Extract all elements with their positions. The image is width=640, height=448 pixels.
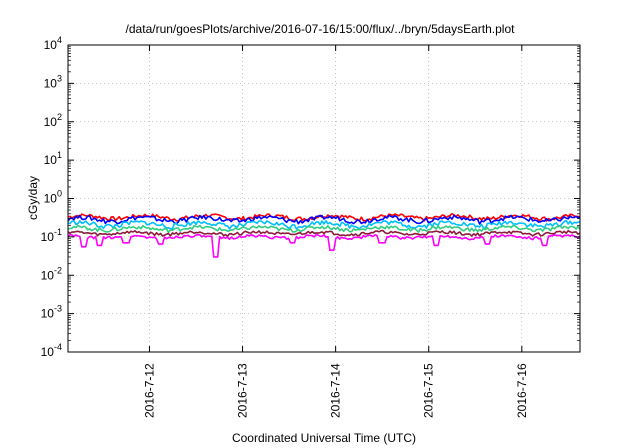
series-line-5 — [67, 229, 581, 237]
y-tick-label: 10-1 — [41, 227, 62, 244]
x-tick-label: 2016-7-13 — [236, 363, 250, 418]
series-line-6 — [67, 233, 581, 258]
y-tick-label: 103 — [44, 73, 62, 90]
series-line-2 — [67, 214, 581, 225]
grid — [68, 44, 580, 353]
y-tick-label: 104 — [44, 35, 62, 52]
x-tick-label: 2016-7-15 — [422, 363, 436, 418]
series-line-4 — [67, 224, 581, 234]
chart-title: /data/run/goesPlots/archive/2016-07-16/1… — [126, 22, 516, 36]
y-tick-label: 10-4 — [41, 342, 62, 359]
x-tick-label: 2016-7-12 — [142, 363, 156, 418]
x-tick-label: 2016-7-14 — [329, 363, 343, 418]
y-tick-label: 102 — [44, 112, 62, 129]
y-tick-label: 101 — [44, 150, 62, 167]
x-tick-label: 2016-7-16 — [515, 363, 529, 418]
y-axis-label: cGy/day — [26, 176, 40, 220]
x-axis-label: Coordinated Universal Time (UTC) — [232, 431, 416, 445]
series-line-1 — [67, 212, 581, 222]
series-line-3 — [67, 219, 581, 230]
y-tick-label: 10-3 — [41, 304, 62, 321]
x-axis: 2016-7-12 2016-7-13 2016-7-14 2016-7-15 2016… — [142, 45, 529, 418]
y-tick-label: 10-2 — [41, 265, 62, 282]
y-tick-label: 100 — [44, 189, 62, 206]
y-axis: 10-4 10-3 10-2 10-1 100 101 102 103 104 — [41, 35, 580, 359]
series-layer — [67, 212, 581, 258]
